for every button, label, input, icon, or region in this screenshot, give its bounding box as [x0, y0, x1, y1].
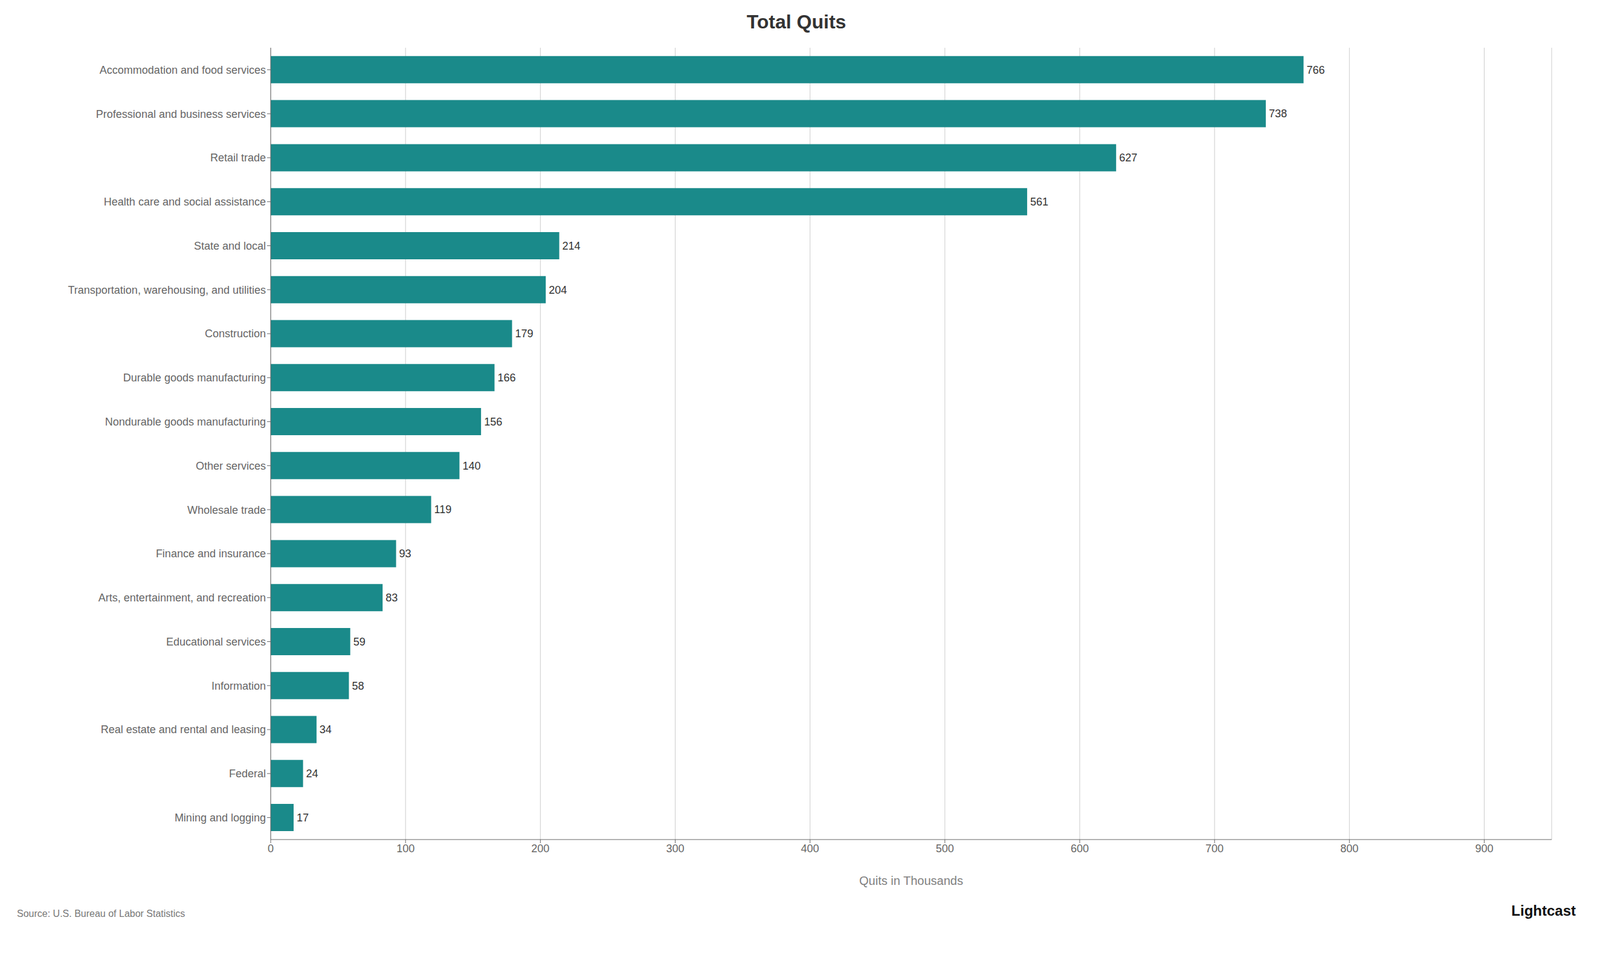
svg-text:Information: Information [211, 679, 266, 692]
svg-text:800: 800 [1340, 842, 1359, 855]
svg-text:766: 766 [1306, 64, 1325, 77]
svg-text:156: 156 [483, 415, 503, 428]
svg-text:Durable goods manufacturing: Durable goods manufacturing [123, 371, 266, 384]
html-text:Lightcast: Lightcast [1511, 902, 1576, 919]
svg-text:600: 600 [1070, 842, 1089, 855]
svg-text:0: 0 [267, 842, 274, 855]
svg-text:93: 93 [399, 547, 412, 560]
svg-text:561: 561 [1030, 195, 1049, 208]
svg-text:900: 900 [1474, 842, 1494, 855]
svg-text:Retail trade: Retail trade [210, 151, 266, 164]
svg-text:Construction: Construction [204, 327, 266, 340]
svg-text:700: 700 [1205, 842, 1224, 855]
svg-text:300: 300 [665, 842, 684, 855]
svg-text:Health care and social assista: Health care and social assistance [103, 195, 266, 208]
svg-text:Transportation, warehousing, a: Transportation, warehousing, and utiliti… [67, 283, 266, 297]
html-text:Total Quits: Total Quits [746, 10, 847, 33]
svg-text:State and local: State and local [193, 239, 266, 252]
svg-text:500: 500 [935, 842, 955, 855]
svg-text:738: 738 [1268, 107, 1288, 120]
svg-text:Mining and logging: Mining and logging [174, 811, 266, 824]
svg-text:200: 200 [531, 842, 550, 855]
svg-text:58: 58 [351, 679, 364, 692]
svg-text:Finance and insurance: Finance and insurance [155, 547, 266, 560]
svg-text:Educational services: Educational services [166, 635, 266, 648]
svg-text:Arts, entertainment, and recre: Arts, entertainment, and recreation [98, 591, 266, 604]
svg-text:24: 24 [306, 767, 319, 780]
svg-text:627: 627 [1119, 151, 1138, 164]
svg-text:204: 204 [548, 283, 567, 297]
svg-text:214: 214 [562, 239, 581, 252]
svg-text:Real estate and rental and lea: Real estate and rental and leasing [100, 723, 266, 736]
svg-text:100: 100 [396, 842, 415, 855]
svg-text:Federal: Federal [229, 767, 266, 780]
svg-text:Quits in Thousands: Quits in Thousands [859, 873, 964, 888]
svg-text:17: 17 [296, 811, 309, 824]
html-text:Source: U.S. Bureau of Labor S: Source: U.S. Bureau of Labor Statistics [16, 908, 186, 919]
svg-text:119: 119 [434, 503, 452, 516]
svg-text:Accommodation and food service: Accommodation and food services [99, 64, 266, 77]
svg-text:179: 179 [514, 327, 533, 340]
svg-text:Wholesale trade: Wholesale trade [187, 503, 266, 517]
svg-text:166: 166 [497, 371, 516, 384]
svg-text:83: 83 [385, 591, 398, 604]
svg-text:34: 34 [319, 723, 332, 736]
svg-text:59: 59 [353, 635, 366, 648]
svg-text:Professional and business serv: Professional and business services [96, 108, 266, 121]
svg-text:Other services: Other services [195, 459, 266, 472]
svg-text:400: 400 [801, 842, 820, 855]
svg-text:140: 140 [462, 459, 481, 472]
svg-text:Nondurable goods manufacturing: Nondurable goods manufacturing [105, 415, 266, 428]
